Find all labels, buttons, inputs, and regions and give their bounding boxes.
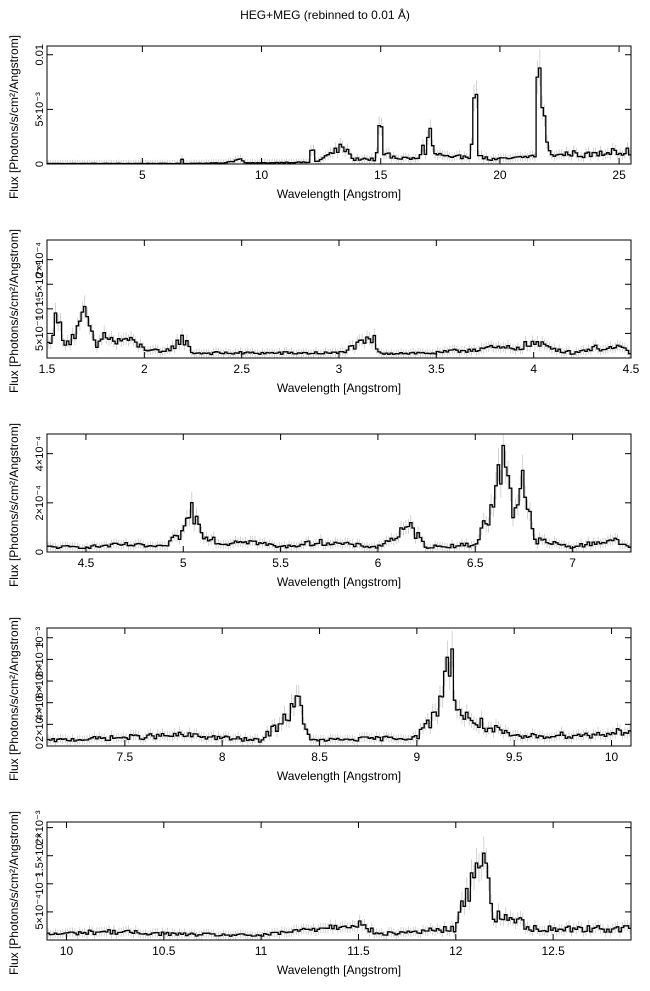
y-tick-label: 5×10⁻⁴ [34,894,46,930]
x-tick-label: 11.5 [347,944,370,958]
x-tick-label: 7.5 [117,750,134,764]
x-tick-label: 7 [569,556,576,570]
panel-5: 10 10.5 11 11.5 12 12.5 5×10⁻⁴10⁻³1.5×10⁻³2×10… [7,810,632,977]
y-axis-label: Flux [Photons/s/cm²/Angstrom] [7,811,21,975]
x-axis-label: Wavelength [Angstrom] [277,769,401,783]
plot-frame [46,627,632,747]
y-tick-label: 4×10⁻⁴ [34,685,46,721]
y-axis-label: Flux [Photons/s/cm²/Angstrom] [7,229,21,393]
x-axis-label: Wavelength [Angstrom] [277,187,401,201]
x-tick-label: 3.5 [428,362,445,376]
x-tick-label: 4 [530,362,537,376]
y-tick-label: 0 [34,161,46,167]
x-tick-label: 5 [180,556,187,570]
spectrum-line [47,648,631,743]
x-axis-label: Wavelength [Angstrom] [277,381,401,395]
x-tick-label: 25 [612,168,626,182]
y-tick-label: 1.5×10⁻⁴ [34,262,46,307]
plot-frame [46,433,632,553]
x-tick-label: 2 [141,362,148,376]
y-tick-label: 5×10⁻⁵ [34,316,46,351]
spectrum-line [47,444,631,550]
x-tick-label: 4.5 [623,362,640,376]
x-tick-label: 10.5 [152,944,176,958]
x-tick-label: 4.5 [78,556,95,570]
y-tick-label: 2×10⁻⁴ [34,485,46,521]
x-tick-label: 9.5 [506,750,523,764]
y-tick-label: 1.5×10⁻³ [34,834,46,878]
x-tick-label: 8.5 [311,750,328,764]
y-tick-label: 10⁻³ [34,873,46,895]
panel-4: 7.5 8 8.5 9 9.5 10 02×10⁻⁴4×10⁻⁴6×10⁻⁴8×10⁻⁴10… [7,617,632,783]
panel-2: 1.5 2 2.5 3 3.5 4 4.5 5×10⁻⁵10⁻⁴1.5×10⁻⁴2×10⁻⁴ W… [7,229,640,395]
x-tick-label: 9 [414,750,421,764]
x-tick-label: 11 [255,944,268,958]
error-bars [47,295,631,358]
y-tick-label: 8×10⁻⁴ [34,641,46,677]
panel-3: 4.5 5 5.5 6 6.5 7 0 2×10⁻⁴ 4×10⁻⁴ Wavelength [Ang… [7,423,632,589]
x-tick-label: 5 [139,168,146,182]
panel-1: 5 10 15 20 25 0 5×10⁻³ 0.01 Wavelength [Angstrom… [7,35,632,201]
x-tick-label: 6 [375,556,382,570]
x-tick-label: 2.5 [233,362,250,376]
plot-frame [46,45,632,165]
x-tick-label: 15 [374,168,388,182]
chart-title: HEG+MEG (rebinned to 0.01 Å) [240,8,410,22]
x-axis-label: Wavelength [Angstrom] [277,963,401,977]
y-tick-label: 5×10⁻³ [34,92,46,127]
spectrum-line [47,67,631,165]
x-tick-label: 20 [493,168,507,182]
y-tick-label: 4×10⁻⁴ [34,436,46,472]
y-tick-label: 10⁻³ [34,627,46,649]
x-tick-label: 3 [336,362,343,376]
y-tick-label: 2×10⁻³ [34,810,46,845]
y-axis-label: Flux [Photons/s/cm²/Angstrom] [7,617,21,781]
x-axis-label: Wavelength [Angstrom] [277,575,401,589]
plot-frame [46,821,632,941]
spectrum-line [47,852,631,937]
x-tick-label: 10 [605,750,619,764]
x-tick-label: 5.5 [272,556,289,570]
y-axis-label: Flux [Photons/s/cm²/Angstrom] [7,423,21,587]
y-axis-label: Flux [Photons/s/cm²/Angstrom] [7,35,21,199]
spectrum-line [47,305,631,356]
error-bars [47,630,631,746]
error-bars [47,434,631,552]
y-tick-label: 2×10⁻⁴ [34,706,46,742]
y-tick-label: 2×10⁻⁴ [34,242,46,278]
x-tick-label: 12 [449,944,463,958]
y-tick-label: 0.01 [34,44,46,65]
x-tick-label: 1.5 [39,362,56,376]
y-tick-label: 10⁻⁴ [34,297,46,320]
error-bars [47,836,631,940]
y-tick-label: 0 [34,549,46,555]
x-tick-label: 10 [60,944,74,958]
x-tick-label: 12.5 [541,944,565,958]
x-tick-label: 10 [255,168,269,182]
x-tick-label: 6.5 [467,556,484,570]
y-tick-label: 0 [34,743,46,749]
x-tick-label: 8 [219,750,226,764]
y-tick-label: 6×10⁻⁴ [34,663,46,699]
